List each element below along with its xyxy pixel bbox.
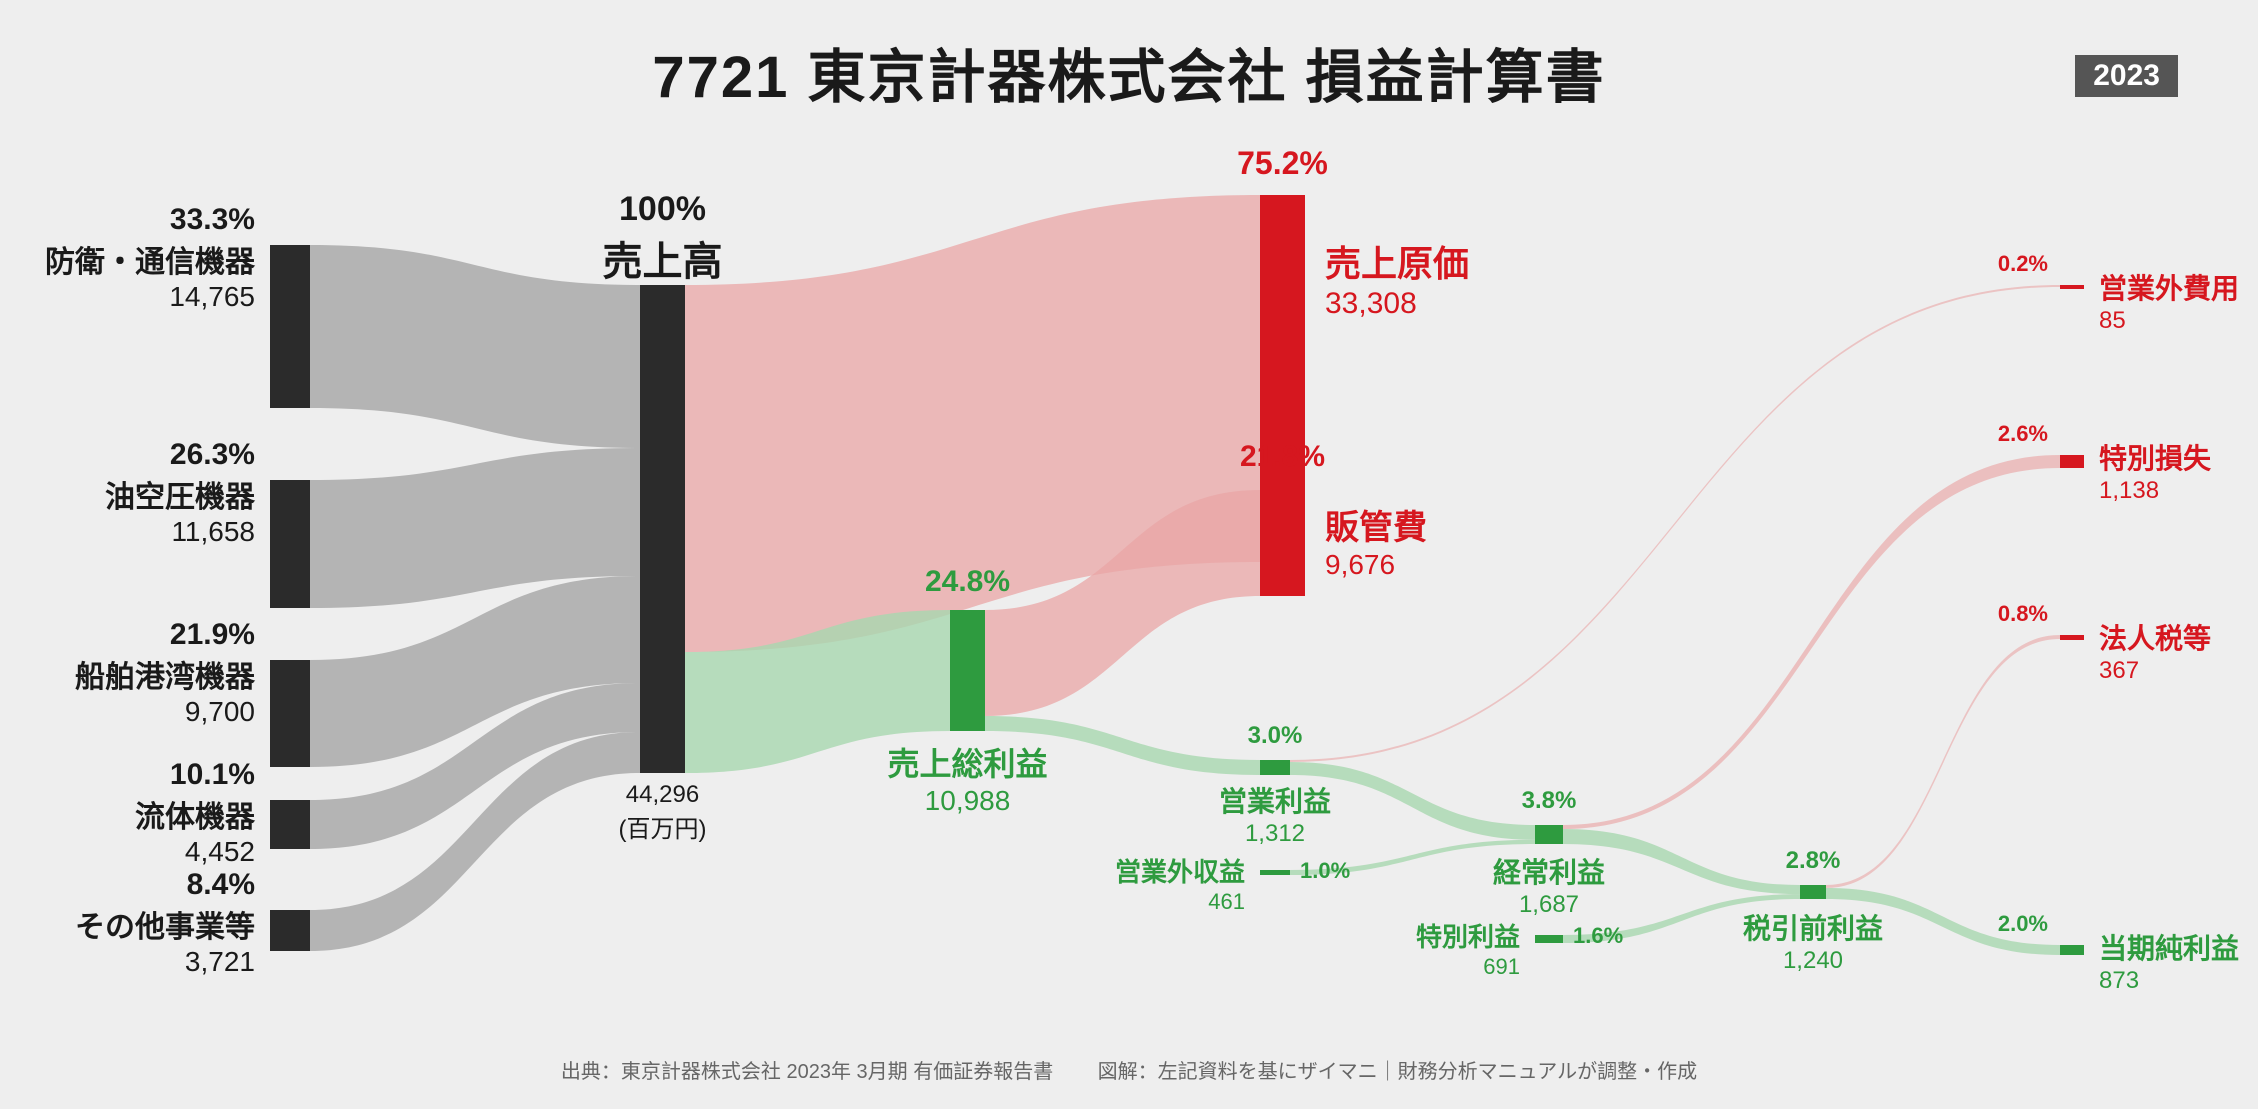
node-label: 売上総利益10,988 xyxy=(887,739,1047,817)
node-label: 営業外収益461 xyxy=(1115,852,1245,915)
node-label: 1.0% xyxy=(1300,858,1350,884)
node-label: 24.8% xyxy=(925,565,1010,599)
node-label: 0.8% xyxy=(1998,601,2048,627)
node-label: 営業利益1,312 xyxy=(1219,780,1331,848)
node-label: 営業外費用85 xyxy=(2099,267,2239,335)
node-label: 2.0% xyxy=(1998,911,2048,937)
node-label: 75.2% xyxy=(1237,145,1328,182)
node-label: 特別利益691 xyxy=(1416,917,1520,980)
node-label: 100%売上高 xyxy=(603,190,723,287)
node-label: 2.6% xyxy=(1998,421,2048,447)
node-label: 8.4%その他事業等3,721 xyxy=(75,868,255,978)
node-label: 特別損失1,138 xyxy=(2099,437,2211,505)
node-label: 2.8% xyxy=(1786,847,1841,875)
node-label: 経常利益1,687 xyxy=(1493,851,1605,919)
node-label: 21.9%船舶港湾機器9,700 xyxy=(75,618,255,728)
node-label: 販管費9,676 xyxy=(1325,500,1427,581)
footer-author: 図解：左記資料を基にザイマニ｜財務分析マニュアルが調整・作成 xyxy=(1098,1061,1697,1083)
node-label: 売上原価33,308 xyxy=(1325,235,1469,321)
sankey-svg xyxy=(0,0,2258,1109)
footer-credits: 出典：東京計器株式会社 2023年 3月期 有価証券報告書 図解：左記資料を基に… xyxy=(0,1055,2258,1084)
node-label: 法人税等367 xyxy=(2099,617,2211,685)
node-label: 税引前利益1,240 xyxy=(1743,907,1883,975)
node-label: 当期純利益873 xyxy=(2099,927,2239,995)
node-label: 3.0% xyxy=(1248,722,1303,750)
node-label: 21.8% xyxy=(1240,440,1325,474)
node-label: 1.6% xyxy=(1573,923,1623,949)
footer-source: 出典：東京計器株式会社 2023年 3月期 有価証券報告書 xyxy=(561,1061,1053,1083)
node-label: 10.1%流体機器4,452 xyxy=(135,758,255,868)
node-label: 44,296(百万円) xyxy=(619,781,707,844)
node-label: 3.8% xyxy=(1522,787,1577,815)
sankey-canvas: 7721 東京計器株式会社 損益計算書 2023 33.3%防衛・通信機器14,… xyxy=(0,0,2258,1109)
node-label: 33.3%防衛・通信機器14,765 xyxy=(45,203,255,313)
node-label: 26.3%油空圧機器11,658 xyxy=(105,438,255,548)
node-label: 0.2% xyxy=(1998,251,2048,277)
